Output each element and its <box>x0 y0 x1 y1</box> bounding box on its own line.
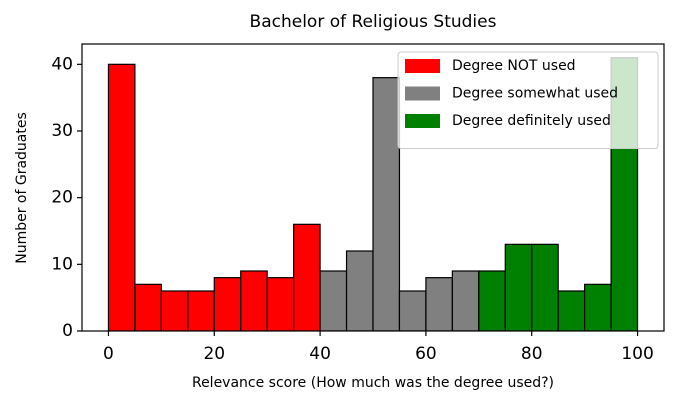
bar <box>240 270 268 331</box>
bar <box>134 283 162 331</box>
legend-swatch <box>405 59 440 73</box>
bar <box>557 290 586 331</box>
bar <box>478 270 506 331</box>
x-tick-label: 40 <box>309 344 331 364</box>
plot-area <box>107 57 639 331</box>
x-tick-label: 80 <box>521 344 543 364</box>
bar <box>160 290 189 331</box>
bar <box>504 243 533 331</box>
bar <box>319 270 348 331</box>
x-tick-label: 60 <box>415 344 437 364</box>
legend-label: Degree NOT used <box>452 58 576 74</box>
bar <box>107 63 136 331</box>
bar <box>266 277 295 331</box>
bar <box>187 290 215 331</box>
x-tick-label: 100 <box>621 344 653 364</box>
legend-label: Degree definitely used <box>452 113 611 129</box>
y-tick-label: 10 <box>51 254 73 274</box>
x-tick-label: 0 <box>103 344 114 364</box>
y-axis-label: Number of Graduates <box>14 112 30 264</box>
bar <box>372 77 401 331</box>
bar <box>293 223 321 331</box>
bar <box>584 283 612 331</box>
chart-title: Bachelor of Religious Studies <box>250 12 497 32</box>
x-tick-label: 20 <box>203 344 225 364</box>
bar <box>398 290 427 331</box>
bar <box>345 250 374 331</box>
plot-frame <box>81 43 665 332</box>
legend-swatch <box>405 86 440 101</box>
x-axis-label: Relevance score (How much was the degree… <box>192 375 554 391</box>
y-tick-label: 40 <box>51 54 73 74</box>
bar <box>531 243 559 331</box>
y-tick-label: 30 <box>51 121 73 141</box>
bar <box>425 277 453 331</box>
y-tick-label: 20 <box>51 188 73 208</box>
bar <box>213 277 242 331</box>
legend-swatch <box>405 114 440 128</box>
legend-box <box>397 51 659 149</box>
legend-label: Degree somewhat used <box>452 86 618 102</box>
bar <box>451 270 480 331</box>
y-tick-label: 0 <box>62 321 73 341</box>
